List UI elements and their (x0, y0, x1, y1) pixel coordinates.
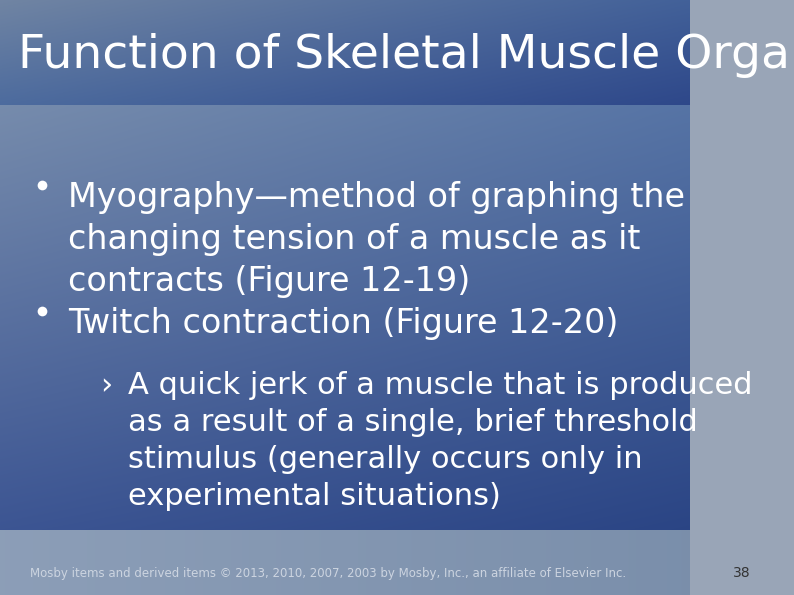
Text: Function of Skeletal Muscle Organs: Function of Skeletal Muscle Organs (18, 33, 794, 77)
Text: Mosby items and derived items © 2013, 2010, 2007, 2003 by Mosby, Inc., an affili: Mosby items and derived items © 2013, 20… (30, 566, 626, 580)
Text: Twitch contraction (Figure 12-20): Twitch contraction (Figure 12-20) (68, 307, 619, 340)
Text: A quick jerk of a muscle that is produced
as a result of a single, brief thresho: A quick jerk of a muscle that is produce… (128, 371, 753, 511)
Text: Myography—method of graphing the
changing tension of a muscle as it
contracts (F: Myography—method of graphing the changin… (68, 181, 685, 298)
Text: 38: 38 (733, 566, 751, 580)
Text: ›: › (100, 371, 112, 400)
